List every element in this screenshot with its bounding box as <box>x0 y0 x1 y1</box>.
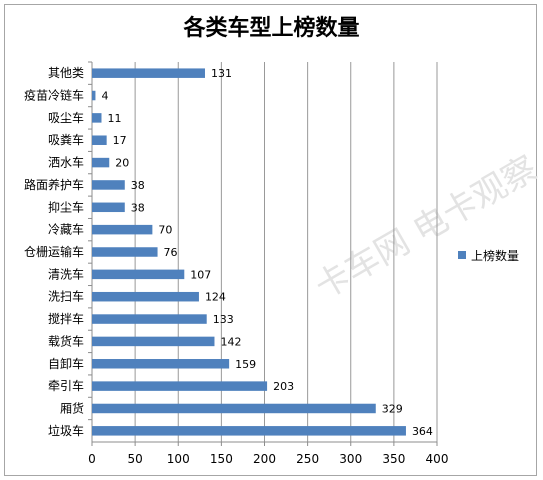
x-tick-label: 350 <box>382 452 405 466</box>
category-labels: 其他类疫苗冷链车吸尘车吸粪车洒水车路面养护车抑尘车冷藏车仓栅运输车清洗车洗扫车搅… <box>24 61 92 438</box>
data-label: 38 <box>131 201 145 214</box>
watermark-text: 卡车网 电卡观察 <box>309 148 543 307</box>
x-tick-label: 200 <box>253 452 276 466</box>
category-label: 其他类 <box>48 66 84 80</box>
category-label: 搅拌车 <box>48 311 84 326</box>
bar <box>92 68 205 78</box>
legend: 上榜数量 <box>458 248 519 263</box>
x-tick-label: 250 <box>296 452 319 466</box>
x-tick-labels: 0 50 100 150 200 250 300 350 400 <box>88 442 448 466</box>
category-label: 载货车 <box>48 333 84 348</box>
data-label: 17 <box>113 134 127 147</box>
x-tick-label: 0 <box>88 452 96 466</box>
bar <box>92 135 107 145</box>
category-label: 仓栅运输车 <box>24 244 84 259</box>
data-label: 20 <box>115 157 129 170</box>
data-label: 159 <box>235 358 256 371</box>
category-label: 垃圾车 <box>48 423 84 438</box>
category-label: 厢货 <box>60 400 84 415</box>
bar <box>92 180 125 190</box>
data-label: 11 <box>107 112 121 125</box>
watermark: 卡车网 电卡观察 <box>309 148 543 307</box>
category-label: 牵引车 <box>48 378 84 393</box>
bar <box>92 90 96 101</box>
bar <box>92 359 230 369</box>
bar <box>92 269 185 280</box>
data-label: 38 <box>131 179 145 192</box>
x-tick-label: 100 <box>167 452 190 466</box>
data-label: 142 <box>220 335 241 348</box>
category-label: 疫苗冷链车 <box>24 88 84 103</box>
category-label: 冷藏车 <box>48 222 84 237</box>
bar <box>92 157 110 168</box>
x-tick-label: 300 <box>339 452 362 466</box>
data-label: 133 <box>213 313 234 326</box>
data-label: 124 <box>205 291 226 304</box>
bar <box>92 381 268 391</box>
data-label: 76 <box>164 246 178 259</box>
category-label: 吸尘车 <box>48 110 84 125</box>
x-tick-label: 400 <box>426 452 449 466</box>
data-label: 203 <box>273 380 294 393</box>
gridlines <box>91 62 438 443</box>
legend-swatch <box>458 251 466 259</box>
x-tick-label: 50 <box>127 452 142 466</box>
bar <box>92 336 215 347</box>
category-label: 自卸车 <box>48 356 84 371</box>
chart-frame <box>4 4 537 476</box>
bar <box>92 426 406 436</box>
data-label: 70 <box>158 224 172 237</box>
bar <box>92 403 376 414</box>
bar <box>92 247 158 257</box>
data-label: 4 <box>101 90 108 103</box>
data-labels: 1314111720383870761071241331421592033293… <box>101 67 433 438</box>
legend-label: 上榜数量 <box>471 248 519 263</box>
bar <box>92 291 199 302</box>
bar <box>92 314 207 324</box>
bars <box>92 68 406 436</box>
bar <box>92 113 102 123</box>
data-label: 107 <box>190 268 211 281</box>
bar <box>92 224 153 235</box>
x-tick-label: 150 <box>210 452 233 466</box>
category-label: 抑尘车 <box>48 199 84 214</box>
data-label: 364 <box>412 425 433 438</box>
category-label: 吸粪车 <box>48 132 84 147</box>
chart-title: 各类车型上榜数量 <box>183 15 360 41</box>
category-label: 清洗车 <box>48 266 84 281</box>
data-label: 131 <box>211 67 232 80</box>
bar <box>92 202 125 213</box>
category-label: 洗扫车 <box>48 289 84 304</box>
category-label: 洒水车 <box>48 155 84 170</box>
category-label: 路面养护车 <box>24 177 84 192</box>
data-label: 329 <box>382 402 403 415</box>
